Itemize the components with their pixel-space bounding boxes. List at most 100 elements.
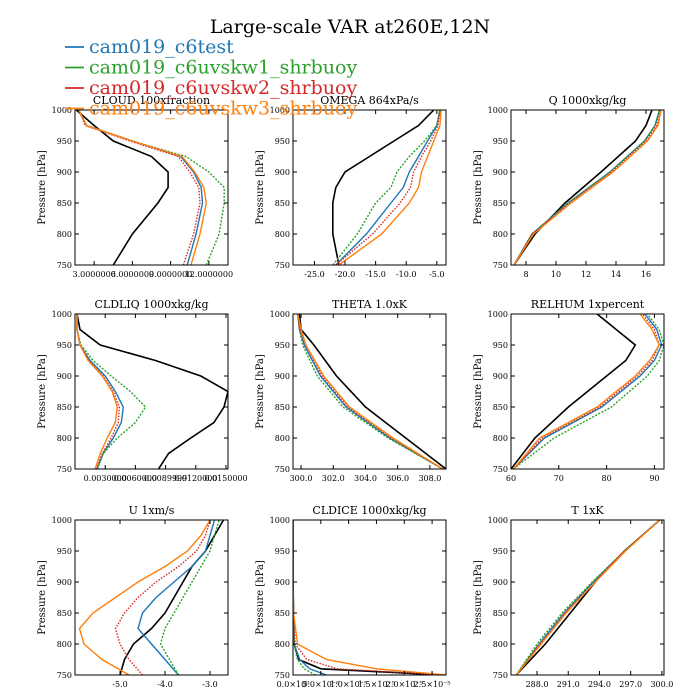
x-tick-label: 1.0×10⁻⁵ (330, 680, 367, 689)
series-line-4 (78, 110, 201, 265)
y-tick-label: 1000 (270, 106, 290, 115)
y-tick-label: 850 (493, 199, 508, 208)
series-line-4 (515, 520, 661, 675)
series-group (297, 314, 446, 469)
y-tick-label: 900 (275, 168, 290, 177)
series-line-1 (513, 110, 653, 265)
y-tick-label: 800 (275, 434, 290, 443)
y-axis-label: Pressure [hPa] (255, 560, 266, 635)
panel-title: CLDICE 1000xkg/kg (312, 504, 426, 517)
panel-frame (510, 313, 665, 470)
panel-frame (74, 109, 229, 266)
x-tick-label: 1.5×10⁻⁵ (358, 680, 395, 689)
x-tick-label: 3.0000000 (72, 270, 115, 279)
y-axis-label: Pressure [hPa] (473, 560, 484, 635)
y-tick-label: 850 (57, 609, 72, 618)
y-tick-label: 900 (57, 168, 72, 177)
y-tick-label: 1000 (270, 310, 290, 319)
y-tick-label: 800 (57, 230, 72, 239)
series-line-2 (297, 314, 444, 469)
x-tick-label: 10 (551, 270, 561, 279)
y-tick-label: 900 (493, 372, 508, 381)
y-tick-label: 800 (57, 434, 72, 443)
series-group (331, 110, 442, 265)
series-line-4 (293, 520, 446, 675)
panel-2: OMEGA 864xPa/s 750 800 850 900 950 1000 -25.0 -2… (255, 94, 447, 279)
x-tick-label: -4.0 (157, 680, 172, 689)
series-line-1 (119, 520, 225, 675)
panel-title: OMEGA 864xPa/s (320, 94, 419, 107)
panel-frame (292, 109, 447, 266)
series-line-4 (114, 520, 211, 675)
x-tick-label: 306.0 (386, 474, 409, 483)
panel-3: Q 1000xkg/kg 750 800 850 900 950 1000 8 10 12 14 16… (473, 94, 665, 279)
y-tick-label: 1000 (488, 106, 508, 115)
series-group (293, 520, 446, 675)
y-tick-label: 900 (275, 372, 290, 381)
x-tick-label: 0.0×10⁰ (277, 680, 310, 689)
x-tick-label: 5.0×10⁻⁶ (302, 680, 339, 689)
x-tick-label: 90 (649, 474, 659, 483)
x-tick-label: 0.0060000 (114, 474, 157, 483)
x-tick-label: 0.0150000 (204, 474, 247, 483)
series-line-5 (338, 110, 442, 265)
y-tick-label: 750 (275, 465, 290, 474)
x-tick-label: 291.0 (557, 680, 580, 689)
y-tick-label: 1000 (488, 310, 508, 319)
y-tick-label: 750 (57, 465, 72, 474)
panel-title: CLDLIQ 1000xkg/kg (94, 298, 208, 311)
panel-frame (74, 519, 229, 676)
panel-title: THETA 1.0xK (332, 298, 408, 311)
series-line-4 (297, 314, 444, 469)
series-line-1 (511, 314, 637, 469)
y-tick-label: 800 (493, 434, 508, 443)
series-line-2 (137, 520, 216, 675)
y-tick-label: 950 (493, 341, 508, 350)
x-tick-label: 302.0 (322, 474, 345, 483)
y-tick-label: 900 (275, 578, 290, 587)
series-line-5 (76, 314, 119, 469)
x-tick-label: 294.0 (588, 680, 611, 689)
y-tick-label: 1000 (52, 516, 72, 525)
x-tick-label: 14 (611, 270, 621, 279)
series-line-4 (335, 110, 441, 265)
x-tick-label: 0.0030000 (84, 474, 127, 483)
y-tick-label: 800 (57, 640, 72, 649)
x-tick-label: 70 (554, 474, 564, 483)
legend-entry: cam019_c6test (89, 36, 234, 58)
x-tick-label: -10.0 (396, 270, 417, 279)
series-line-1 (515, 520, 661, 675)
panel-title: CLOUD 100xfraction (93, 94, 210, 107)
y-tick-label: 750 (493, 465, 508, 474)
x-tick-label: 297.0 (619, 680, 642, 689)
panel-title: U 1xm/s (129, 504, 175, 517)
x-tick-label: 304.0 (354, 474, 377, 483)
panel-frame (510, 109, 665, 266)
y-tick-label: 900 (57, 372, 72, 381)
y-tick-label: 950 (493, 137, 508, 146)
series-line-5 (78, 110, 208, 265)
x-tick-label: 288.0 (526, 680, 549, 689)
y-tick-label: 950 (493, 547, 508, 556)
x-tick-label: -5.0 (112, 680, 127, 689)
x-tick-label: -20.0 (335, 270, 356, 279)
x-tick-label: 0.0089999 (144, 474, 187, 483)
panel-title: T 1xK (571, 504, 604, 517)
y-axis-label: Pressure [hPa] (255, 354, 266, 429)
y-tick-label: 800 (493, 640, 508, 649)
series-line-1 (75, 110, 169, 265)
y-axis-label: Pressure [hPa] (37, 354, 48, 429)
x-tick-label: 80 (602, 474, 612, 483)
series-line-3 (332, 110, 441, 265)
series-line-5 (513, 110, 662, 265)
x-tick-label: 8 (523, 270, 528, 279)
y-tick-label: 850 (275, 609, 290, 618)
y-tick-label: 850 (493, 609, 508, 618)
x-tick-label: 2.0×10⁻⁵ (386, 680, 423, 689)
y-axis-label: Pressure [hPa] (37, 560, 48, 635)
y-tick-label: 900 (493, 578, 508, 587)
series-line-2 (78, 110, 204, 265)
series-line-2 (293, 520, 327, 675)
x-tick-label: 12 (581, 270, 591, 279)
